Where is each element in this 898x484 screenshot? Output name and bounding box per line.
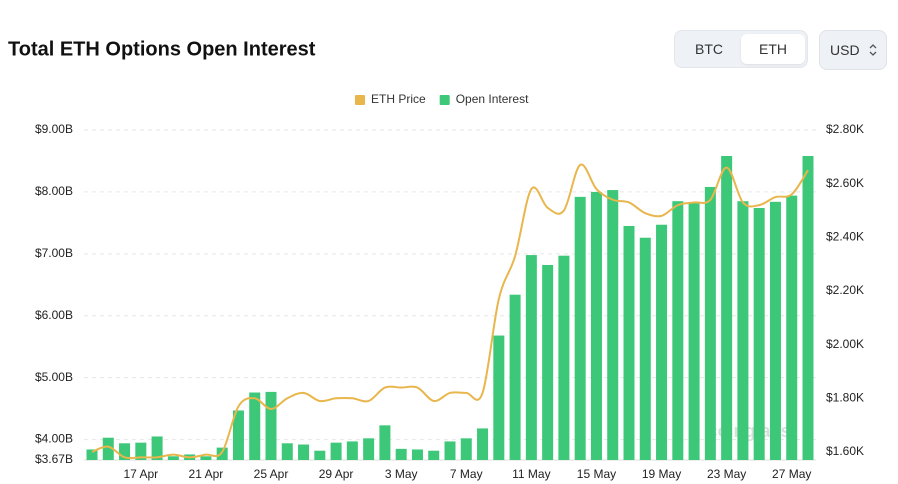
currency-select[interactable]: USD (819, 30, 887, 70)
y2-tick-label: $2.60K (826, 176, 864, 190)
bar (656, 224, 668, 460)
legend-label: ETH Price (371, 92, 426, 106)
bar (672, 201, 684, 460)
x-tick-label: 17 Apr (123, 467, 158, 481)
y2-tick-label: $2.20K (826, 283, 864, 297)
x-tick-label: 29 Apr (319, 467, 354, 481)
bar (688, 203, 700, 460)
y-tick-label: $6.00B (35, 308, 73, 322)
bar (411, 449, 423, 460)
bar (753, 208, 765, 460)
bar (721, 156, 733, 460)
bar (379, 425, 391, 460)
chart-title: Total ETH Options Open Interest (8, 38, 316, 60)
bar (477, 428, 489, 460)
y2-tick-label: $2.40K (826, 229, 864, 243)
bar (786, 195, 798, 460)
bar (135, 442, 147, 460)
legend-swatch (355, 95, 365, 105)
y2-tick-label: $1.80K (826, 390, 864, 404)
x-tick-label: 19 May (642, 467, 681, 481)
bar (525, 255, 537, 460)
y-tick-label: $7.00B (35, 246, 73, 260)
bar (363, 438, 375, 460)
y-tick-label: $9.00B (35, 122, 73, 136)
y2-tick-label: $1.60K (826, 444, 864, 458)
bar (493, 335, 505, 460)
watermark: coinglass (707, 421, 790, 441)
bar (558, 255, 570, 460)
x-tick-label: 21 Apr (189, 467, 224, 481)
legend-swatch (439, 95, 450, 105)
x-tick-label: 11 May (512, 467, 550, 481)
bar (281, 443, 293, 460)
bar (623, 225, 635, 460)
currency-label: USD (830, 42, 860, 58)
bar (704, 186, 716, 460)
bar (346, 441, 358, 460)
x-tick-label: 7 May (450, 467, 483, 481)
bar (428, 450, 440, 460)
x-tick-label: 27 May (772, 467, 811, 481)
coin-toggle: BTC ETH (674, 30, 808, 68)
bar (249, 392, 261, 460)
bar (460, 438, 472, 460)
bar (167, 456, 179, 460)
y-tick-label: $4.00B (35, 432, 73, 446)
bar (607, 190, 619, 461)
bar (119, 443, 131, 460)
bar (232, 410, 244, 460)
bar (639, 237, 651, 460)
eth-button[interactable]: ETH (741, 34, 805, 64)
bar (216, 447, 228, 460)
bar (574, 196, 586, 460)
price-line (91, 163, 809, 460)
bar (444, 441, 456, 460)
bar (802, 156, 814, 460)
x-tick-label: 15 May (577, 467, 616, 481)
bar (542, 264, 554, 460)
bar (509, 294, 521, 460)
bar (265, 391, 277, 460)
select-arrows (869, 44, 877, 56)
legend: ETH Price Open Interest (355, 92, 529, 106)
bar (769, 201, 781, 460)
bar (102, 437, 114, 460)
bar (314, 450, 326, 460)
y-tick-label: $3.67B (35, 452, 73, 466)
bar (330, 442, 342, 460)
btc-button[interactable]: BTC (695, 41, 723, 57)
bar (590, 191, 602, 460)
bar (737, 201, 749, 460)
y-tick-label: $5.00B (35, 370, 73, 384)
y2-tick-label: $2.80K (826, 122, 864, 136)
bar (200, 456, 212, 460)
x-tick-label: 23 May (707, 467, 746, 481)
legend-label: Open Interest (456, 92, 529, 106)
x-tick-label: 3 May (385, 467, 418, 481)
y2-tick-label: $2.00K (826, 337, 864, 351)
x-tick-label: 25 Apr (254, 467, 289, 481)
bar (86, 449, 98, 460)
bar (395, 448, 407, 460)
y-tick-label: $8.00B (35, 184, 73, 198)
bar (151, 436, 163, 460)
bar (298, 444, 310, 460)
bar (184, 454, 196, 460)
